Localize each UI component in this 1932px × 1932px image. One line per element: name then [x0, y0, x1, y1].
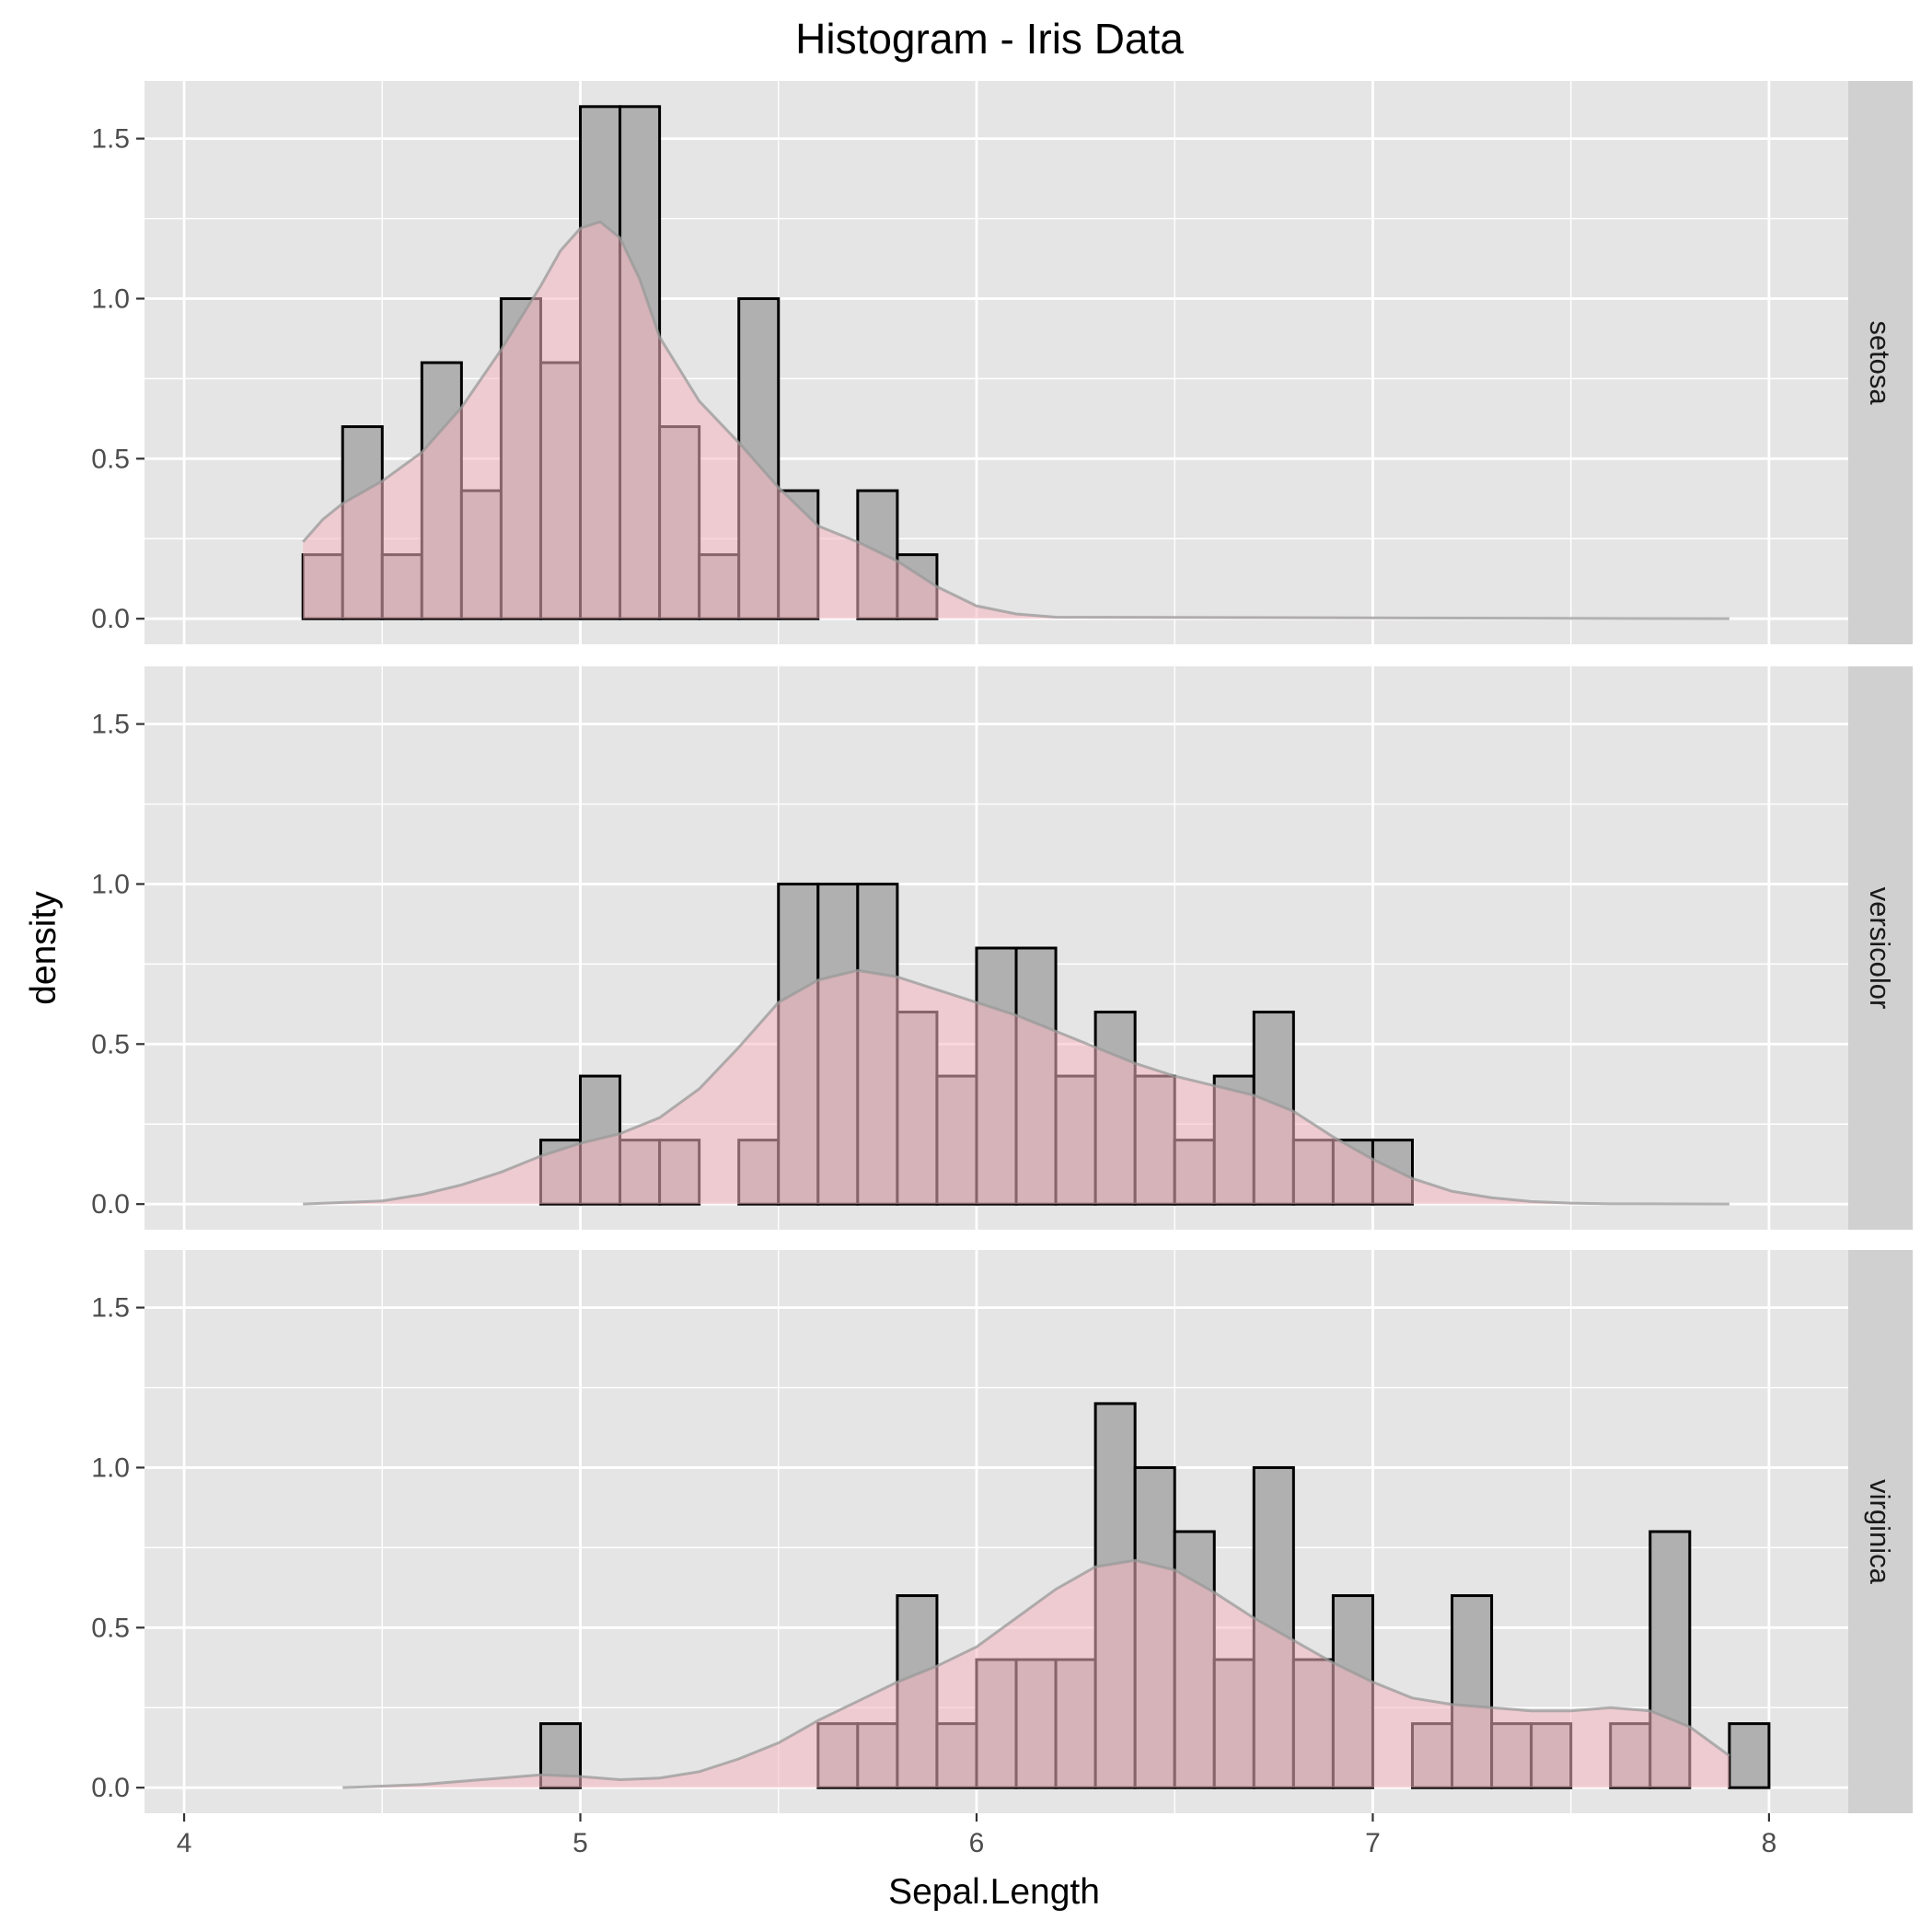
histogram-bar — [1728, 1722, 1771, 1789]
density-line — [303, 968, 1730, 1206]
y-tick-label: 0.0 — [91, 1189, 130, 1220]
y-tick-label: 0.5 — [91, 1613, 130, 1643]
facet-panel-virginica: 0.0 0.5 1.0 1.5 virginica — [91, 1250, 1913, 1813]
x-tick-label: 7 — [1365, 1828, 1381, 1858]
facet-panels: 0.0 0.5 1.0 1.5 setosa 0.0 0.5 1.0 1.5 versicolor… — [91, 81, 1913, 1813]
y-tick-label: 1.5 — [91, 710, 130, 740]
y-tick-label: 0.0 — [91, 1773, 130, 1803]
y-tick-label: 1.0 — [91, 869, 130, 899]
x-axis-title: Sepal.Length — [888, 1872, 1100, 1912]
x-tick-label: 8 — [1762, 1828, 1777, 1858]
density-area — [342, 1560, 1730, 1788]
facet-panel-setosa: 0.0 0.5 1.0 1.5 setosa — [91, 81, 1913, 644]
facet-strip-label: setosa — [1864, 320, 1896, 405]
y-tick-label: 0.0 — [91, 604, 130, 634]
x-tick-label: 4 — [177, 1828, 192, 1858]
y-tick-label: 1.5 — [91, 124, 130, 155]
density-area — [303, 970, 1730, 1205]
x-axis: 4 5 6 7 8 — [177, 1813, 1777, 1858]
facet-strip-label: versicolor — [1864, 887, 1896, 1010]
x-tick-label: 6 — [969, 1828, 985, 1858]
y-axis-title: density — [24, 891, 64, 1005]
y-tick-label: 0.5 — [91, 1029, 130, 1059]
facet-strip — [1848, 666, 1913, 1230]
facet-strip — [1848, 1250, 1913, 1813]
y-tick-label: 1.0 — [91, 283, 130, 314]
chart-title: Histogram - Iris Data — [795, 15, 1184, 63]
y-tick-label: 1.0 — [91, 1452, 130, 1483]
density-area — [303, 222, 1730, 619]
density-line — [302, 220, 1730, 620]
facet-strip-label: virginica — [1864, 1479, 1896, 1584]
facet-strip — [1848, 81, 1913, 644]
x-tick-label: 5 — [573, 1828, 588, 1858]
y-tick-label: 0.5 — [91, 444, 130, 474]
facet-panel-versicolor: 0.0 0.5 1.0 1.5 versicolor — [91, 666, 1913, 1230]
y-tick-label: 1.5 — [91, 1293, 130, 1324]
density-line — [342, 1558, 1730, 1789]
